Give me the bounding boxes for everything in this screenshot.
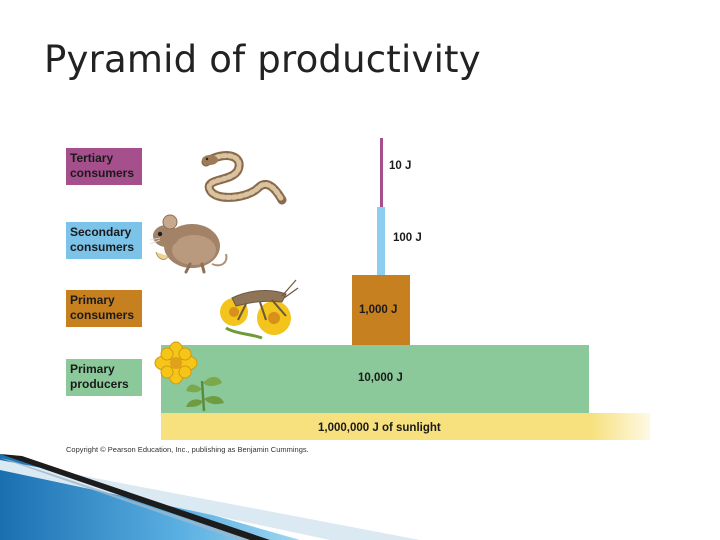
- bar-secondary-consumers: [377, 207, 385, 275]
- energy-primary-producers: 10,000 J: [358, 372, 403, 384]
- label-primary-consumers: Primary consumers: [66, 290, 142, 327]
- slide-title: Pyramid of productivity: [44, 38, 481, 81]
- label-tertiary-consumers: Tertiary consumers: [66, 148, 142, 185]
- bar-tertiary-consumers: [380, 138, 383, 207]
- energy-tertiary-consumers: 10 J: [389, 160, 412, 172]
- bar-primary-producers: [161, 345, 589, 413]
- snake-icon: [201, 151, 287, 205]
- plant-icon: [154, 341, 224, 412]
- label-line: producers: [70, 377, 129, 391]
- slide-corner-decoration: [0, 454, 420, 540]
- bar-primary-consumers: [352, 275, 410, 345]
- mouse-icon: [149, 214, 228, 274]
- copyright-notice: Copyright © Pearson Education, Inc., pub…: [66, 445, 309, 454]
- label-line: consumers: [70, 240, 135, 254]
- label-line: Primary: [70, 362, 115, 376]
- sunlight-energy-label: 1,000,000 J of sunlight: [318, 422, 441, 434]
- label-primary-producers: Primary producers: [66, 359, 142, 396]
- label-line: Tertiary: [70, 151, 114, 165]
- label-secondary-consumers: Secondary consumers: [66, 222, 142, 259]
- grasshopper-icon: [220, 279, 299, 340]
- label-line: Primary: [70, 293, 115, 307]
- energy-primary-consumers: 1,000 J: [359, 304, 398, 316]
- label-line: consumers: [70, 166, 135, 180]
- energy-secondary-consumers: 100 J: [393, 232, 422, 244]
- sunlight-band: [161, 413, 650, 440]
- label-line: consumers: [70, 308, 135, 322]
- label-line: Secondary: [70, 225, 132, 239]
